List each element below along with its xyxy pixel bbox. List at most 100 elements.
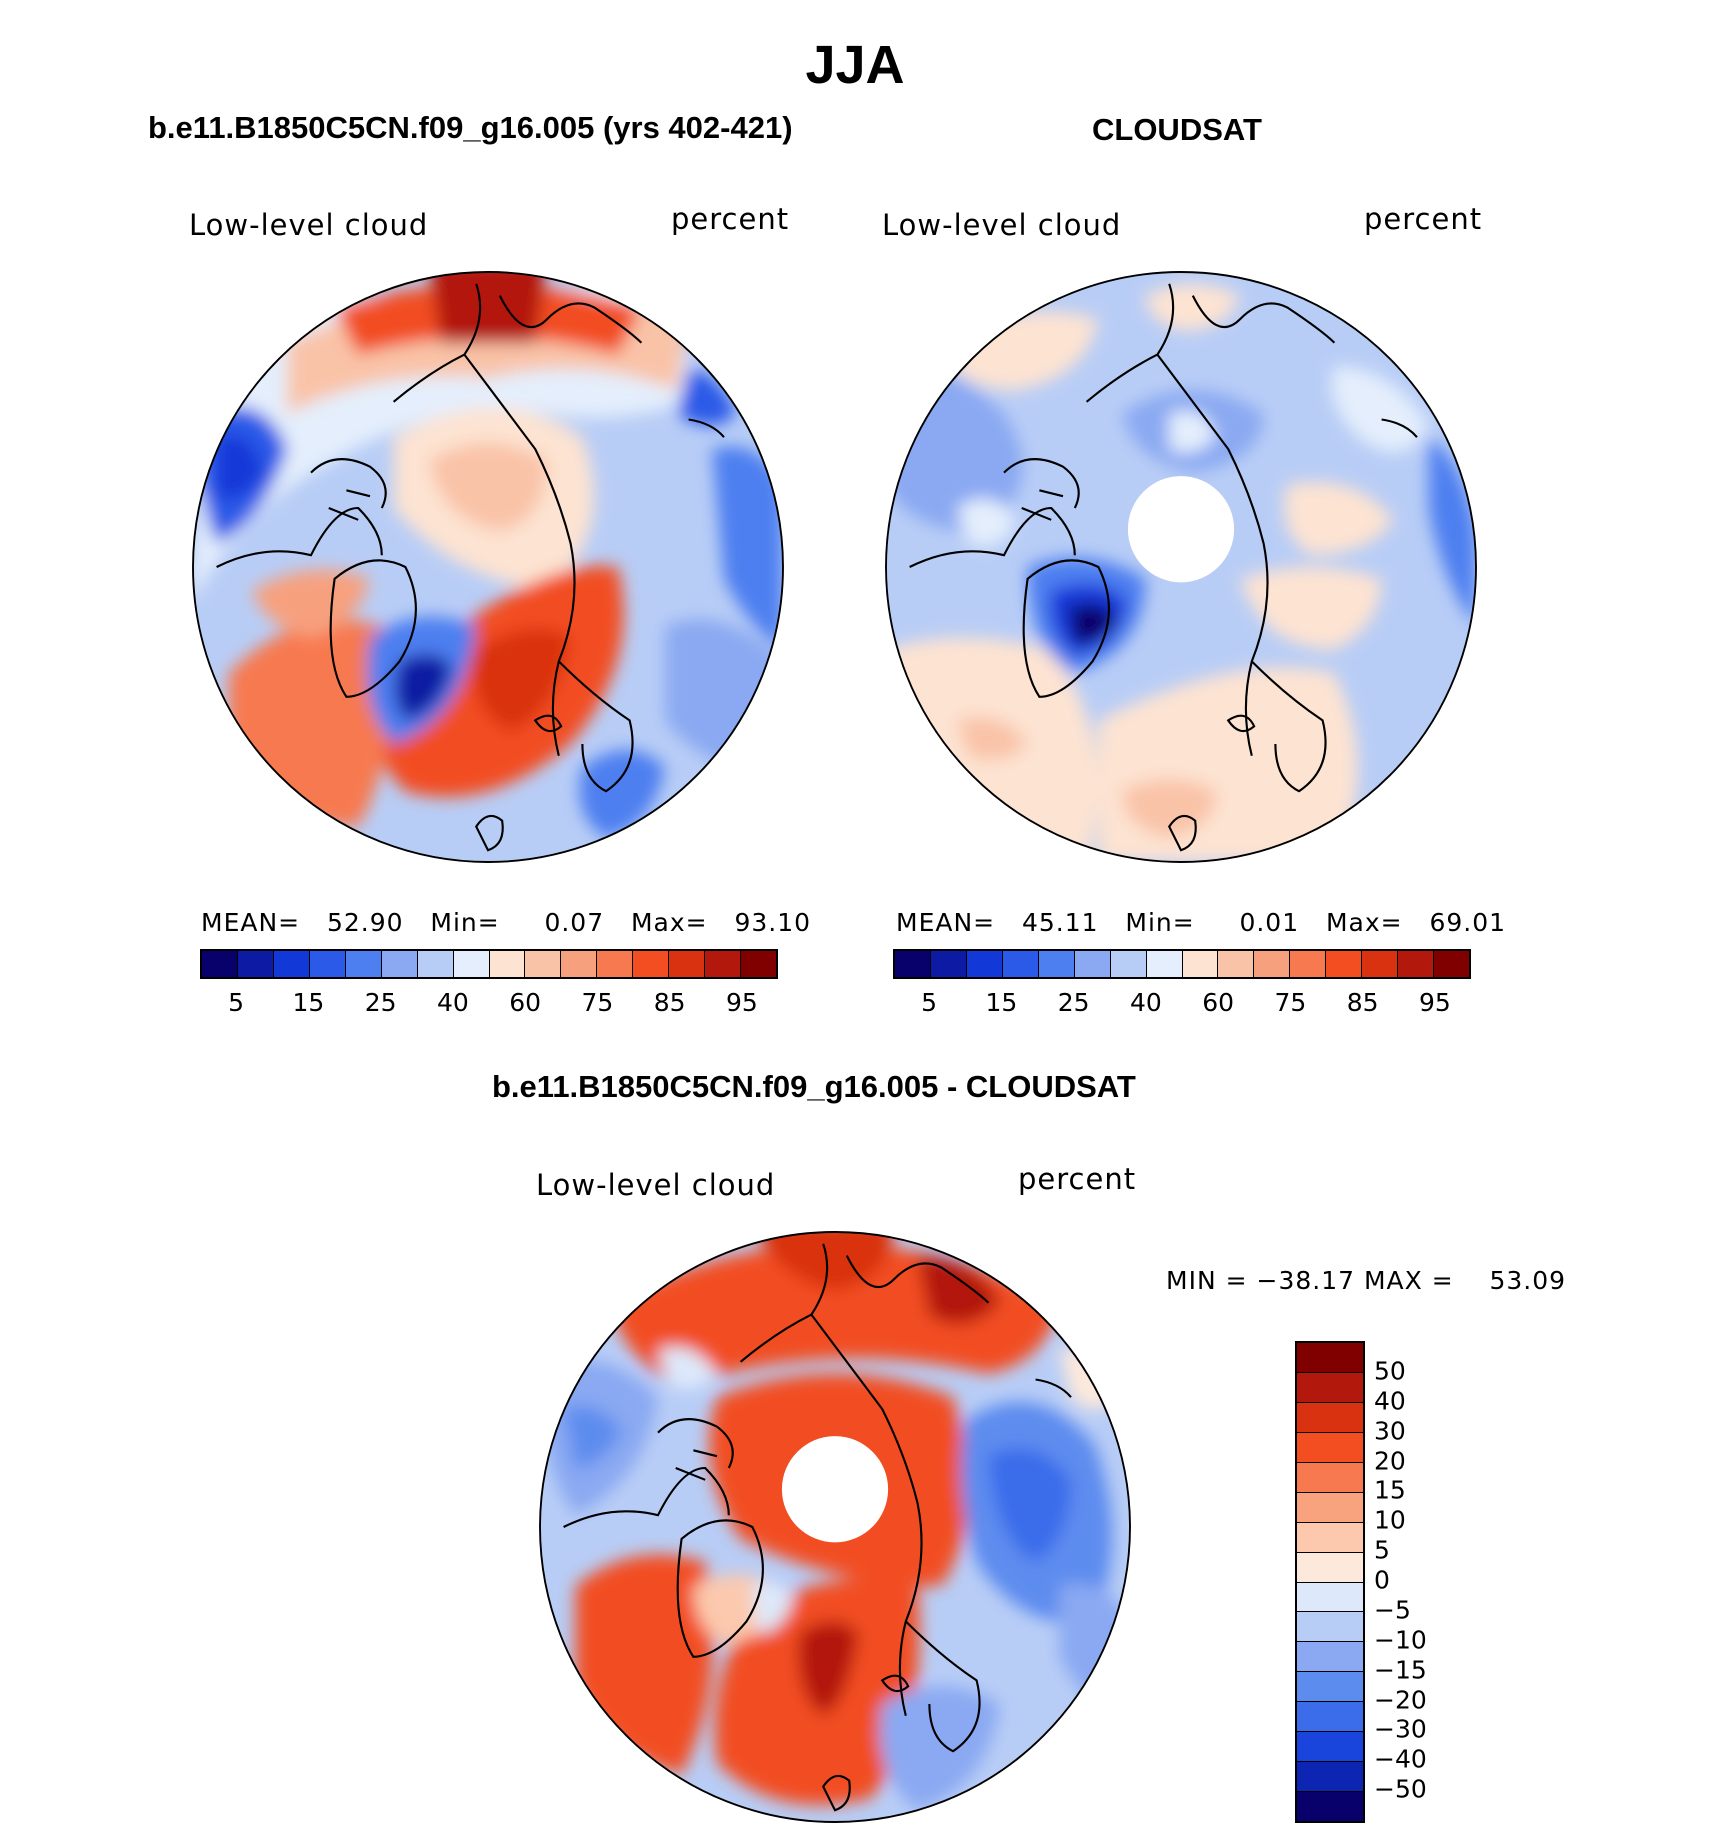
- colorbar-tick-label: 85: [1346, 988, 1379, 1017]
- panel-diff-units-label: percent: [1018, 1162, 1137, 1196]
- panel-model-colorbar: [200, 949, 778, 979]
- colorbar-tick-label: 50: [1374, 1356, 1406, 1386]
- panel-diff-colorbar-ticks: 50 40 30 20 15 10 5 0 −5 −10 −15 −20 −30 −40 −50: [1374, 1341, 1494, 1819]
- colorbar-tick-label: 40: [1129, 988, 1162, 1017]
- max-label: Max=: [630, 908, 708, 937]
- colorbar-swatch: [633, 951, 670, 977]
- colorbar-swatch: [1182, 951, 1219, 977]
- colorbar-tick-label: −10: [1374, 1625, 1427, 1655]
- panel-obs-colorbar: [893, 949, 1471, 979]
- colorbar-tick-label: 15: [1374, 1475, 1406, 1505]
- panel-diff-map: [539, 1231, 1131, 1823]
- colorbar-swatch: [1297, 1702, 1363, 1733]
- colorbar-tick-label: −15: [1374, 1655, 1427, 1685]
- colorbar-swatch: [1297, 1522, 1363, 1553]
- mean-label: MEAN=: [896, 908, 996, 937]
- panel-obs-stats: MEAN= 45.11 Min= 0.01 Max= 69.01: [896, 908, 1506, 937]
- figure-title: JJA: [805, 35, 905, 95]
- colorbar-tick-label: 0: [1374, 1565, 1390, 1595]
- colorbar-swatch: [345, 951, 382, 977]
- colorbar-swatch: [1297, 1612, 1363, 1643]
- min-value: 0.07: [544, 908, 605, 937]
- colorbar-tick-label: −20: [1374, 1685, 1427, 1714]
- panel-model-stats: MEAN= 52.90 Min= 0.07 Max= 93.10: [201, 908, 811, 937]
- colorbar-tick-label: 5: [1374, 1535, 1390, 1565]
- colorbar-tick-label: 95: [1418, 988, 1451, 1017]
- max-value: 69.01: [1429, 908, 1507, 937]
- colorbar-swatch: [202, 951, 238, 977]
- colorbar-swatch: [1297, 1642, 1363, 1673]
- colorbar-swatch: [1297, 1552, 1363, 1583]
- colorbar-swatch: [1297, 1582, 1363, 1613]
- colorbar-swatch: [1297, 1402, 1363, 1433]
- colorbar-swatch: [966, 951, 1003, 977]
- colorbar-swatch: [489, 951, 526, 977]
- panel-diff-colorbar: [1295, 1341, 1365, 1823]
- colorbar-tick-label: −40: [1374, 1744, 1427, 1774]
- max-value: 53.09: [1489, 1266, 1567, 1295]
- colorbar-swatch: [1297, 1343, 1363, 1373]
- min-label: Min=: [1125, 908, 1195, 937]
- colorbar-swatch: [1326, 951, 1363, 977]
- colorbar-swatch: [1074, 951, 1111, 977]
- colorbar-tick-label: 40: [436, 988, 469, 1017]
- colorbar-swatch: [1254, 951, 1291, 977]
- min-label: Min=: [430, 908, 500, 937]
- colorbar-swatch: [1297, 1372, 1363, 1403]
- panel-obs-units-label: percent: [1364, 202, 1483, 236]
- colorbar-swatch: [597, 951, 634, 977]
- mean-value: 52.90: [326, 908, 404, 937]
- colorbar-tick-label: 10: [1374, 1505, 1406, 1535]
- colorbar-swatch: [273, 951, 310, 977]
- colorbar-tick-label: 5: [921, 988, 938, 1017]
- colorbar-tick-label: 5: [228, 988, 245, 1017]
- panel-diff-stats: MIN = −38.17 MAX = 53.09: [1166, 1266, 1566, 1295]
- panel-obs-colorbar-ticks: 5 15 25 40 60 75 85 95: [893, 988, 1471, 1020]
- colorbar-tick-label: −5: [1374, 1595, 1411, 1625]
- panel-diff-field-label: Low-level cloud: [536, 1168, 776, 1202]
- colorbar-swatch: [741, 951, 776, 977]
- mean-value: 45.11: [1021, 908, 1099, 937]
- panel-obs-map: [885, 271, 1477, 863]
- colorbar-tick-label: −50: [1374, 1774, 1427, 1804]
- colorbar-swatch: [1297, 1792, 1363, 1821]
- colorbar-tick-label: 95: [725, 988, 758, 1017]
- panel-model-units-label: percent: [671, 202, 790, 236]
- colorbar-swatch: [1218, 951, 1255, 977]
- colorbar-swatch: [1434, 951, 1469, 977]
- panel-obs-title: CLOUDSAT: [1092, 112, 1262, 147]
- colorbar-tick-label: 30: [1374, 1416, 1406, 1446]
- colorbar-swatch: [705, 951, 742, 977]
- max-value: 93.10: [734, 908, 812, 937]
- colorbar-swatch: [1038, 951, 1075, 977]
- colorbar-swatch: [1110, 951, 1147, 977]
- panel-model-colorbar-ticks: 5 15 25 40 60 75 85 95: [200, 988, 778, 1020]
- colorbar-swatch: [453, 951, 490, 977]
- colorbar-tick-label: 25: [1057, 988, 1090, 1017]
- colorbar-swatch: [930, 951, 967, 977]
- colorbar-tick-label: 20: [1374, 1446, 1406, 1475]
- colorbar-tick-label: −30: [1374, 1714, 1427, 1744]
- colorbar-swatch: [561, 951, 598, 977]
- colorbar-swatch: [895, 951, 931, 977]
- colorbar-swatch: [1297, 1492, 1363, 1523]
- panel-model-field-label: Low-level cloud: [189, 208, 429, 242]
- colorbar-swatch: [1297, 1432, 1363, 1463]
- colorbar-tick-label: 60: [1202, 988, 1235, 1017]
- colorbar-tick-label: 15: [292, 988, 325, 1017]
- colorbar-swatch: [1146, 951, 1183, 977]
- colorbar-swatch: [1362, 951, 1399, 977]
- colorbar-swatch: [381, 951, 418, 977]
- panel-diff-title: b.e11.B1850C5CN.f09_g16.005 - CLOUDSAT: [492, 1069, 1136, 1104]
- min-value: 0.01: [1239, 908, 1300, 937]
- colorbar-swatch: [1398, 951, 1435, 977]
- colorbar-tick-label: 60: [509, 988, 542, 1017]
- colorbar-tick-label: 15: [985, 988, 1018, 1017]
- colorbar-swatch: [309, 951, 346, 977]
- colorbar-tick-label: 75: [1274, 988, 1307, 1017]
- max-label: Max=: [1325, 908, 1403, 937]
- mean-label: MEAN=: [201, 908, 301, 937]
- colorbar-swatch: [237, 951, 274, 977]
- colorbar-swatch: [1297, 1762, 1363, 1793]
- colorbar-swatch: [1297, 1732, 1363, 1763]
